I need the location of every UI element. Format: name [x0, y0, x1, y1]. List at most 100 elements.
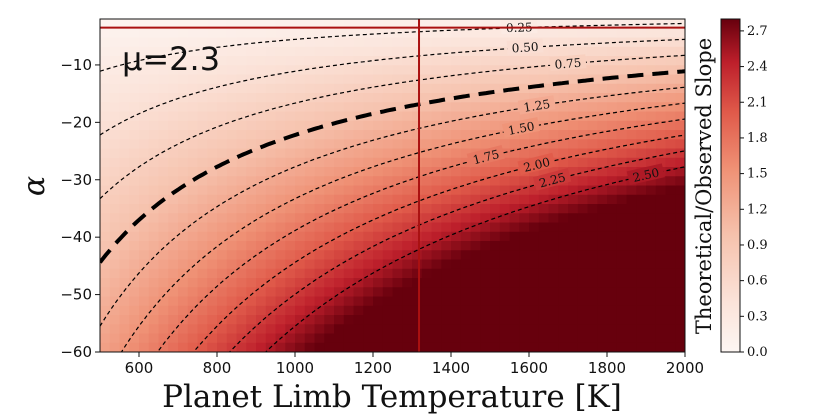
heat-cell	[470, 296, 481, 307]
heat-cell	[275, 296, 286, 307]
heat-cell	[304, 287, 316, 298]
heat-cell	[412, 278, 423, 288]
heat-cell	[451, 74, 462, 85]
heat-cell	[295, 324, 306, 335]
heat-cell	[597, 204, 608, 214]
heat-cell	[187, 305, 199, 316]
heat-cell	[392, 139, 403, 150]
heat-cell	[207, 231, 218, 242]
heat-cell	[207, 278, 218, 288]
heat-cell	[334, 157, 345, 168]
heat-cell	[363, 324, 374, 335]
heat-cell	[665, 278, 676, 288]
heat-cell	[226, 167, 238, 177]
heat-cell	[363, 120, 374, 131]
heat-cell	[626, 120, 637, 131]
heat-cell	[587, 157, 598, 168]
heat-cell	[363, 296, 374, 307]
heat-cell	[129, 148, 140, 159]
heat-cell	[568, 139, 579, 150]
heat-cell	[129, 342, 140, 352]
heat-cell	[616, 241, 628, 251]
heat-cell	[587, 83, 598, 94]
heat-cell	[119, 185, 130, 196]
heat-cell	[207, 241, 218, 251]
heat-cell	[324, 65, 335, 76]
heat-cell	[607, 250, 618, 261]
heat-cell	[499, 93, 511, 103]
heat-cell	[304, 213, 316, 224]
heat-cell	[499, 74, 511, 85]
heat-cell	[490, 250, 501, 261]
heat-cell	[382, 111, 394, 122]
heat-cell	[392, 37, 403, 48]
heat-cell	[392, 222, 403, 233]
heat-cell	[558, 83, 569, 94]
heat-cell	[139, 167, 150, 177]
heat-cell	[236, 74, 247, 85]
heat-cell	[197, 185, 208, 196]
heat-cell	[441, 37, 452, 48]
heat-cell	[139, 342, 150, 352]
heat-cell	[246, 268, 257, 279]
heat-cell	[509, 268, 520, 279]
heat-cell	[646, 139, 657, 150]
heat-cell	[665, 296, 676, 307]
heat-cell	[353, 241, 364, 251]
heat-cell	[217, 167, 228, 177]
heat-cell	[207, 213, 218, 224]
heat-cell	[636, 324, 647, 335]
heat-cell	[343, 46, 355, 57]
heat-cell	[334, 46, 345, 57]
heat-cell	[460, 315, 472, 325]
heat-cell	[460, 194, 472, 205]
heat-cell	[109, 296, 121, 307]
heat-cell	[568, 176, 579, 187]
heat-cell	[178, 111, 189, 122]
heat-cell	[168, 342, 179, 352]
heat-cell	[382, 37, 394, 48]
heat-cell	[538, 241, 550, 251]
heat-cell	[470, 120, 481, 131]
heat-cell	[655, 120, 667, 131]
heat-cell	[324, 250, 335, 261]
contour-2	[192, 134, 685, 352]
heat-cell	[441, 305, 452, 316]
heat-cell	[616, 268, 628, 279]
heat-cell	[178, 65, 189, 76]
heat-cell	[119, 213, 130, 224]
heat-cell	[577, 333, 589, 344]
heat-cell	[363, 213, 374, 224]
heat-cell	[265, 287, 277, 298]
heat-cell	[529, 213, 540, 224]
heat-cell	[490, 56, 501, 66]
heat-cell	[548, 19, 559, 29]
heat-cell	[109, 342, 121, 352]
x-axis-label: Planet Limb Temperature [K]	[162, 379, 622, 415]
heat-cell	[265, 65, 277, 76]
heat-cell	[509, 176, 520, 187]
heat-cell	[197, 93, 208, 103]
heat-cell	[558, 19, 569, 29]
heat-cell	[460, 130, 472, 140]
heat-cell	[353, 333, 364, 344]
heat-cell	[353, 315, 364, 325]
heat-cell	[178, 157, 189, 168]
heat-cell	[226, 65, 238, 76]
heat-cell	[392, 250, 403, 261]
heat-cell	[275, 305, 286, 316]
heat-cell	[373, 139, 384, 150]
heat-cell	[490, 157, 501, 168]
heat-cell	[217, 46, 228, 57]
heat-cell	[616, 185, 628, 196]
heat-cell	[217, 19, 228, 29]
heat-cell	[148, 333, 160, 344]
heat-cell	[587, 250, 598, 261]
heat-cell	[236, 46, 247, 57]
heat-cell	[675, 222, 685, 233]
heat-cell	[295, 56, 306, 66]
heat-cell	[529, 194, 540, 205]
heat-cell	[304, 157, 316, 168]
heat-cell	[392, 296, 403, 307]
heat-cell	[460, 37, 472, 48]
